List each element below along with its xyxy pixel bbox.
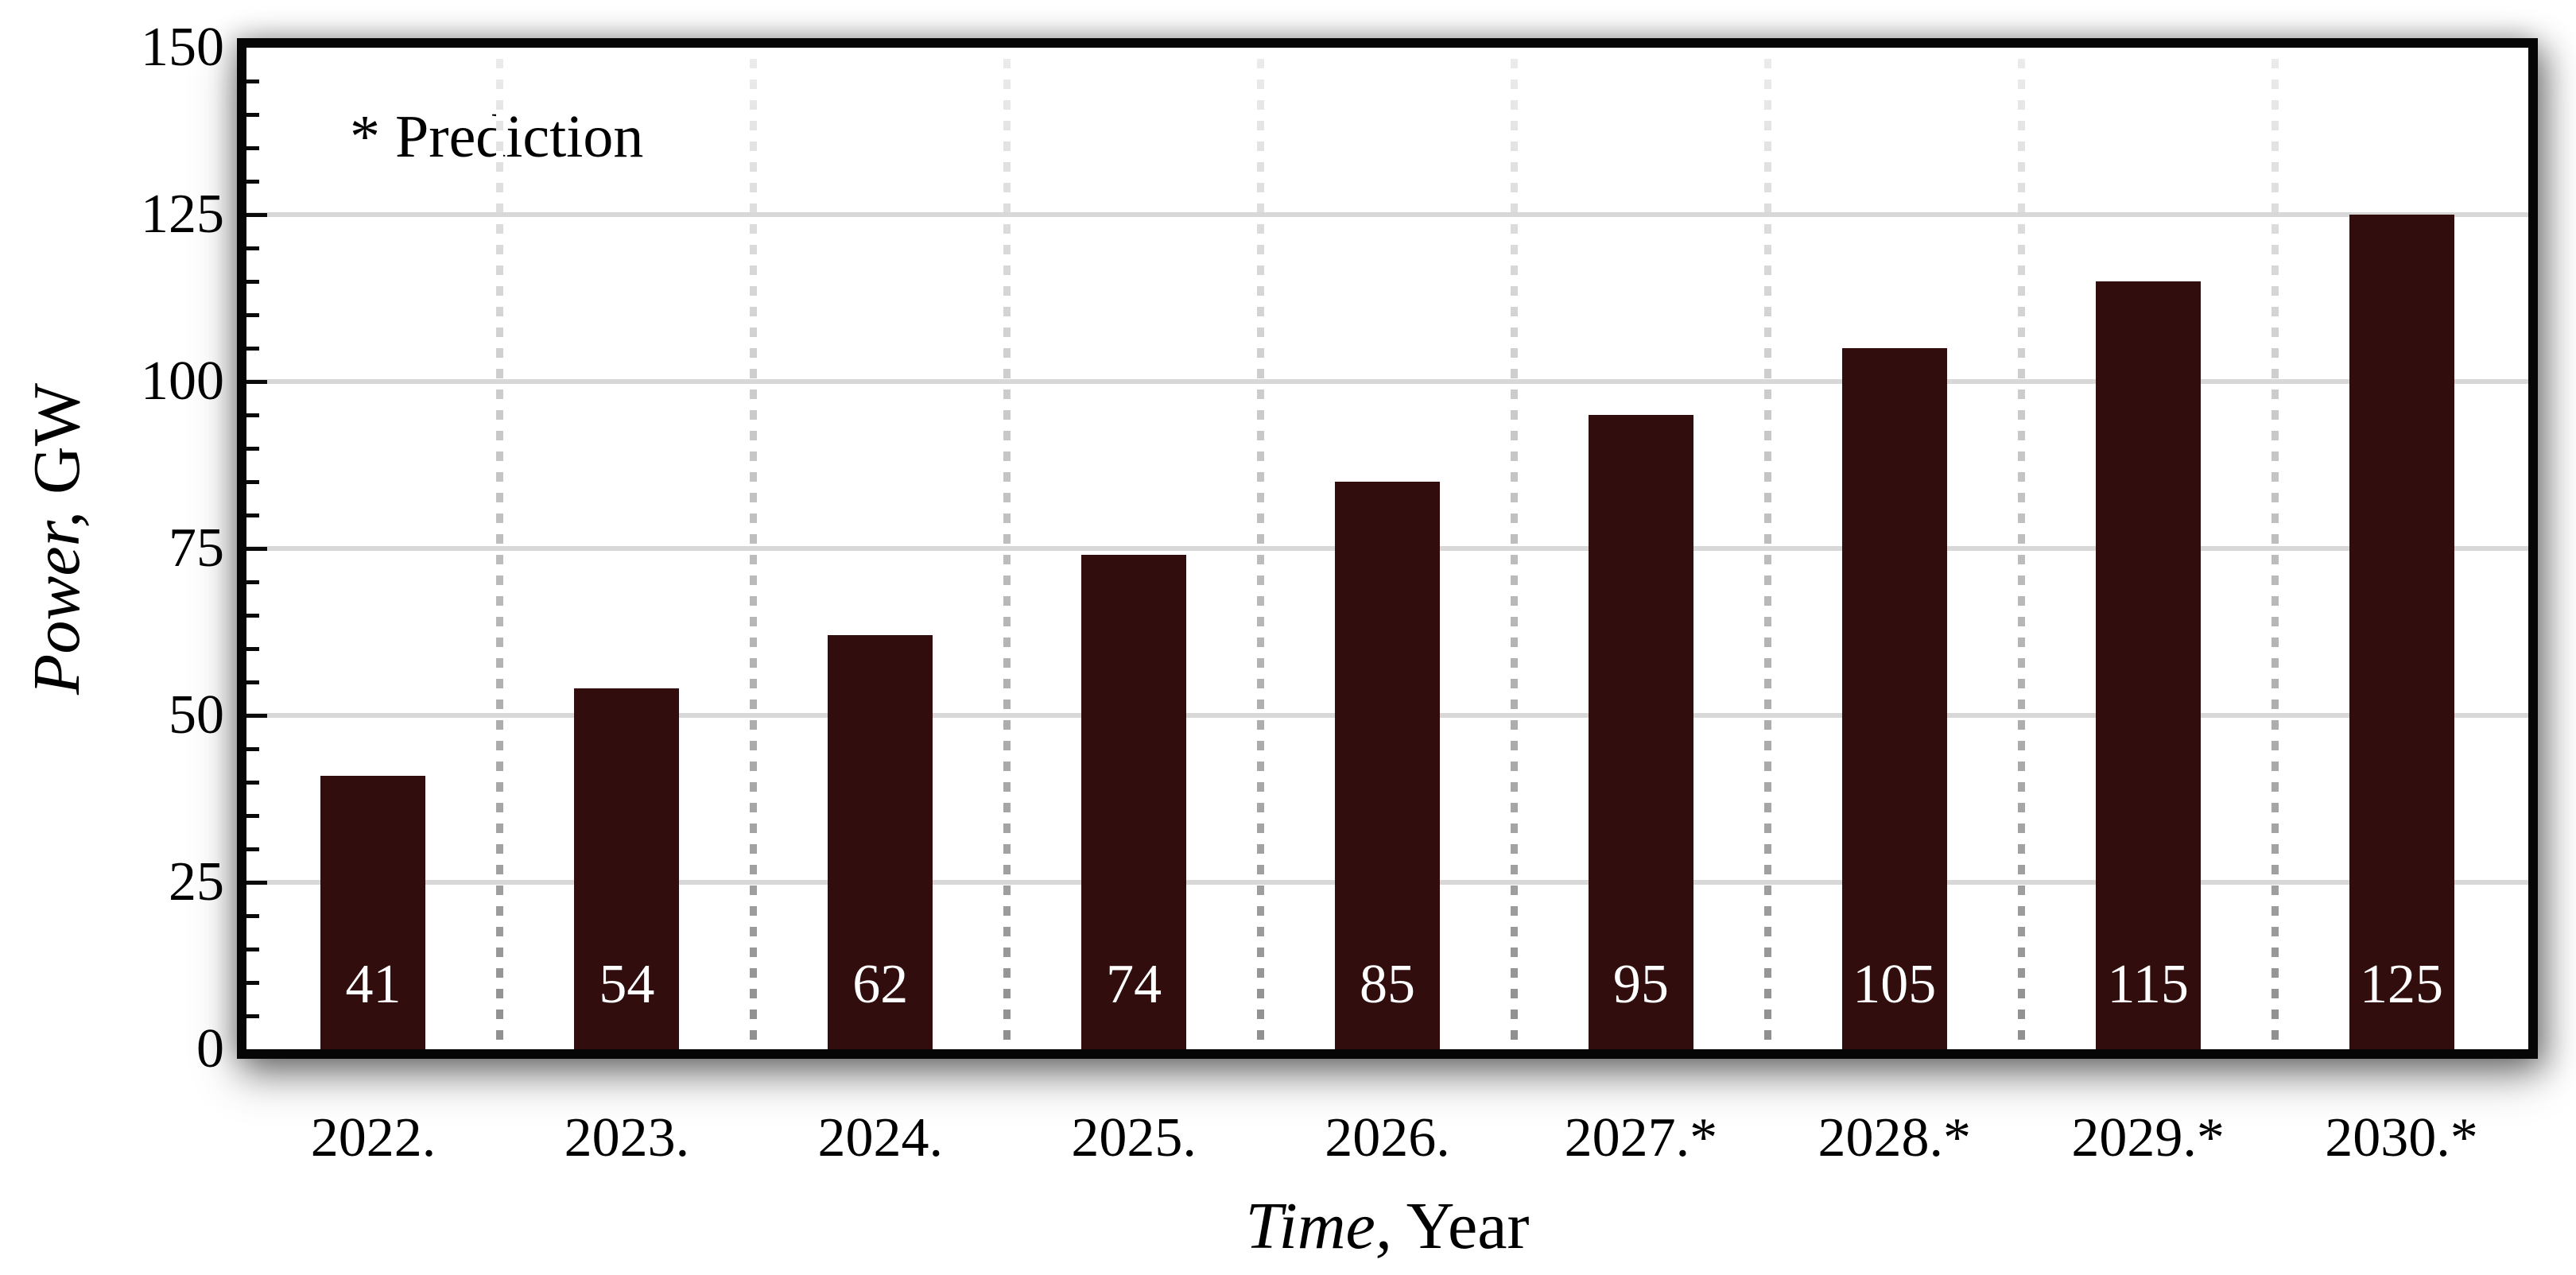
minor-axis-tick [246, 346, 259, 351]
gridline [246, 379, 2528, 384]
x-tick-label: 2024. [817, 1107, 943, 1168]
bar-value-label: 105 [1852, 954, 1937, 1015]
minor-axis-tick [246, 112, 259, 117]
major-axis-tick [246, 546, 267, 551]
bar: 62 [828, 635, 933, 1049]
y-tick-label: 150 [141, 17, 224, 78]
minor-axis-tick [246, 813, 259, 818]
bar: 85 [1335, 482, 1440, 1049]
bar: 74 [1081, 555, 1187, 1049]
minor-axis-tick [246, 446, 259, 451]
major-axis-tick [246, 713, 267, 718]
major-axis-tick [246, 212, 267, 217]
x-axis-title: Time, Year [246, 1191, 2528, 1262]
x-tick-label: 2029.* [2071, 1107, 2225, 1168]
y-axis-tick-labels: 0 25 50 75 100 125 150 [0, 20, 224, 1077]
bar: 125 [2349, 215, 2454, 1049]
bar-value-label: 95 [1612, 954, 1669, 1015]
bar-value-label: 115 [2107, 954, 2189, 1015]
minor-axis-tick [246, 913, 259, 918]
minor-axis-tick [246, 579, 259, 584]
minor-axis-tick [246, 680, 259, 684]
y-tick-label: 0 [196, 1018, 224, 1079]
y-tick-label: 100 [141, 351, 224, 412]
bar-value-label: 85 [1360, 954, 1415, 1015]
gridline [246, 212, 2528, 217]
y-tick-label: 25 [169, 851, 224, 913]
minor-axis-tick [246, 847, 259, 851]
plot-frame: 41 54 62 74 85 95 105 115 125 [237, 38, 2538, 1059]
minor-axis-tick [246, 179, 259, 184]
bar-value-label: 62 [852, 954, 909, 1015]
y-tick-label: 50 [169, 684, 224, 746]
bar-value-label: 125 [2360, 954, 2444, 1015]
minor-axis-tick [246, 413, 259, 417]
minor-axis-tick [246, 312, 259, 317]
x-tick-label: 2023. [564, 1107, 690, 1168]
x-tick-label: 2025. [1071, 1107, 1197, 1168]
bar: 95 [1588, 415, 1693, 1049]
minor-axis-tick [246, 746, 259, 751]
x-tick-label: 2027.* [1564, 1107, 1718, 1168]
bar: 41 [320, 775, 426, 1049]
minor-axis-tick [246, 780, 259, 785]
bar-value-label: 41 [345, 954, 402, 1015]
y-tick-label: 75 [169, 517, 224, 579]
bar: 115 [2095, 281, 2201, 1049]
x-tick-label: 2022. [310, 1107, 436, 1168]
minor-axis-tick [246, 613, 259, 618]
major-axis-tick [246, 880, 267, 885]
minor-axis-tick [246, 79, 259, 83]
minor-axis-tick [246, 947, 259, 951]
bar: 54 [574, 688, 680, 1049]
minor-axis-tick [246, 646, 259, 651]
bar-value-label: 54 [599, 954, 655, 1015]
bar: 105 [1841, 348, 1947, 1049]
x-tick-label: 2026. [1325, 1107, 1450, 1168]
x-axis-tick-labels: 2022. 2023. 2024. 2025. 2026. 2027.* 2028.* 202… [246, 1106, 2528, 1170]
minor-axis-tick [246, 980, 259, 985]
plot-area: 41 54 62 74 85 95 105 115 125 [246, 48, 2528, 1049]
minor-axis-tick [246, 479, 259, 484]
x-axis-title-italic: Time, [1245, 1189, 1392, 1263]
major-axis-tick [246, 379, 267, 384]
x-axis-title-regular: Year [1391, 1189, 1530, 1263]
minor-axis-tick [246, 145, 259, 150]
minor-axis-tick [246, 513, 259, 517]
minor-axis-tick [246, 279, 259, 284]
bar-value-label: 74 [1106, 954, 1162, 1015]
y-tick-label: 125 [141, 184, 224, 245]
minor-axis-tick [246, 1013, 259, 1018]
x-tick-label: 2028.* [1818, 1107, 1972, 1168]
minor-axis-tick [246, 246, 259, 250]
x-tick-label: 2030.* [2325, 1107, 2478, 1168]
